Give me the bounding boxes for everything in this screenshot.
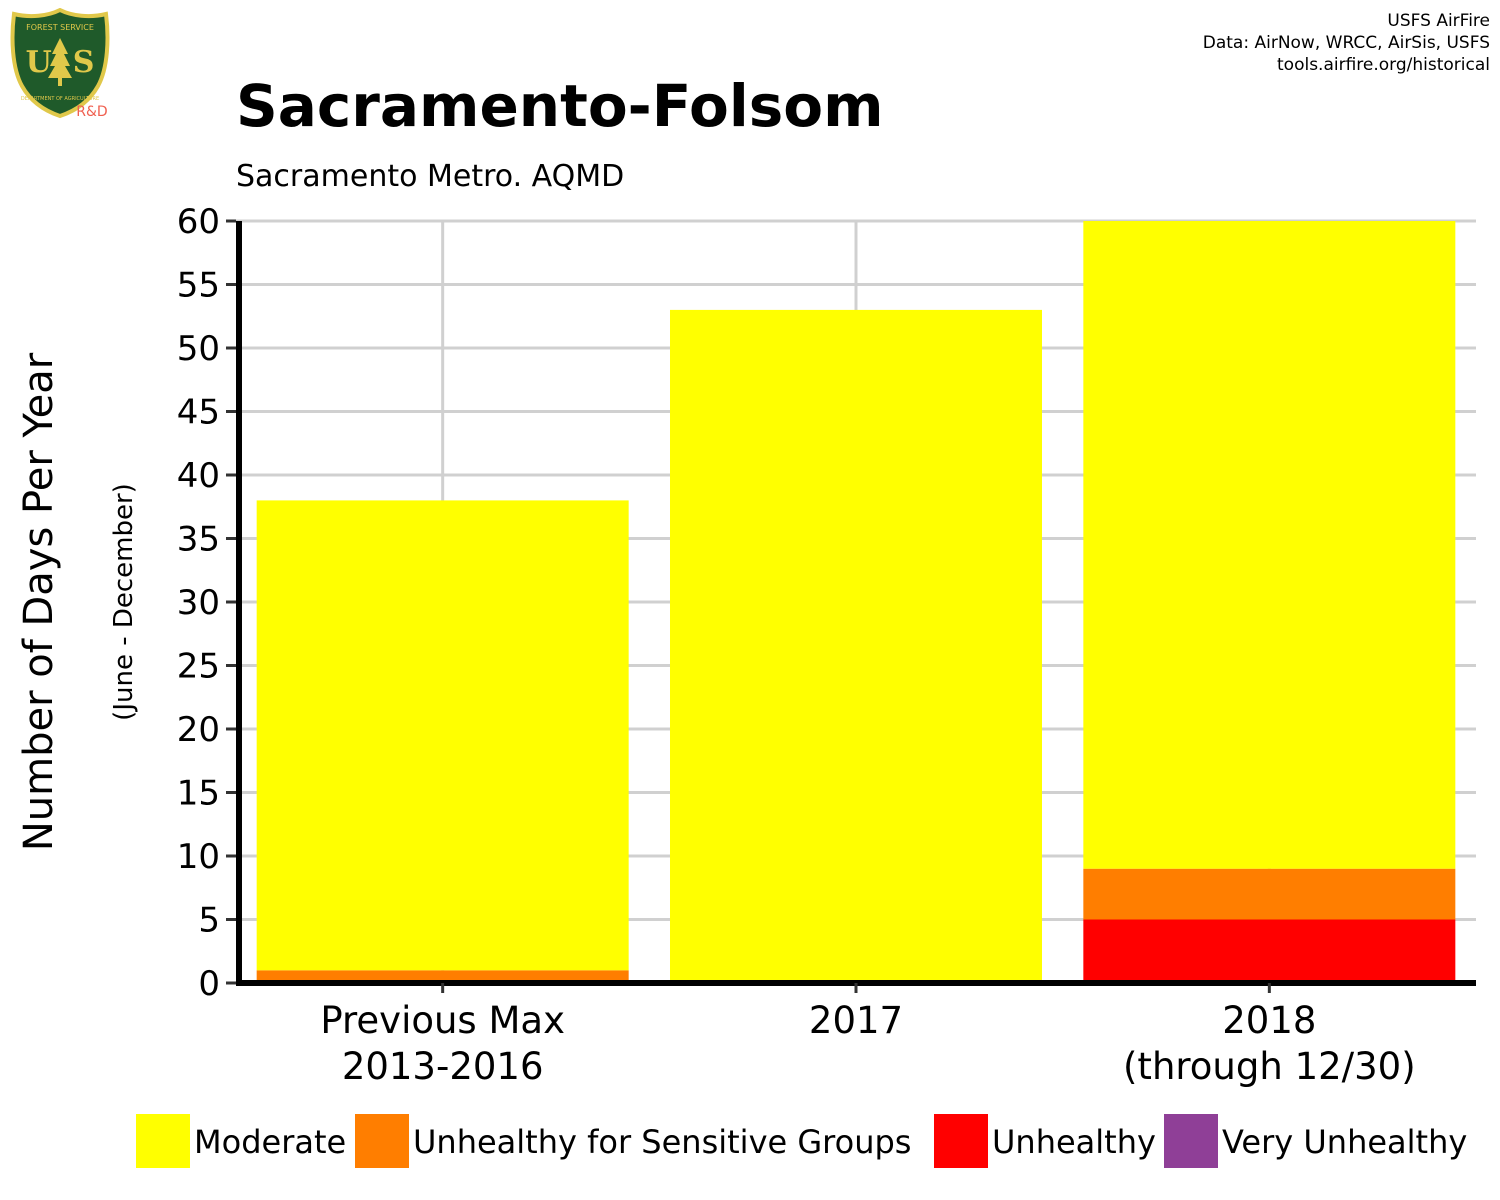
credit-source: USFS AirFire <box>1387 11 1490 31</box>
bars <box>256 221 1456 983</box>
y-tick-label: 0 <box>198 964 220 1004</box>
y-tick-label: 60 <box>177 202 220 242</box>
legend-label: Unhealthy <box>992 1123 1156 1161</box>
bar-segment <box>256 970 629 983</box>
y-tick-label: 5 <box>198 901 220 941</box>
y-tick-label: 55 <box>177 266 220 306</box>
x-category-label: 2013-2016 <box>342 1045 544 1088</box>
logo-rd: R&D <box>76 104 107 120</box>
bar-segment <box>1083 919 1456 983</box>
legend-swatch <box>1164 1114 1218 1168</box>
legend-label: Unhealthy for Sensitive Groups <box>413 1123 911 1161</box>
x-category-label: (through 12/30) <box>1123 1045 1416 1088</box>
logo-top-text: FOREST SERVICE <box>26 23 94 32</box>
logo-bottom-text: DEPARTMENT OF AGRICULTURE <box>21 96 99 102</box>
y-tick-label: 30 <box>177 583 220 623</box>
y-tick-label: 15 <box>177 774 220 814</box>
y-tick-label: 50 <box>177 329 220 369</box>
chart-subtitle: Sacramento Metro. AQMD <box>236 159 624 194</box>
bar-segment <box>1083 221 1456 869</box>
axes <box>226 219 1476 993</box>
tree-icon <box>48 38 72 86</box>
usfs-logo: U S FOREST SERVICE DEPARTMENT OF AGRICUL… <box>10 8 110 120</box>
y-axis-sublabel: (June - December) <box>109 483 139 721</box>
y-tick-label: 20 <box>177 710 220 750</box>
x-category-label: 2018 <box>1222 999 1316 1042</box>
x-category-label: Previous Max <box>320 999 565 1042</box>
legend-label: Moderate <box>194 1123 346 1161</box>
x-category-label: 2017 <box>809 999 903 1042</box>
bar-segment <box>670 309 1042 983</box>
legend-swatch <box>934 1114 988 1168</box>
legend-label: Very Unhealthy <box>1222 1123 1467 1161</box>
y-axis-label: Number of Days Per Year <box>16 352 62 851</box>
y-tick-label: 35 <box>177 520 220 560</box>
legend: Moderate Unhealthy for Sensitive Groups Un… <box>136 1114 1467 1168</box>
data-credits: USFS AirFire Data: AirNow, WRCC, AirSis,… <box>1203 10 1490 76</box>
bar-segment <box>256 500 629 971</box>
chart-title: Sacramento-Folsom <box>236 72 884 140</box>
credit-url: tools.airfire.org/historical <box>1277 55 1490 75</box>
y-tick-labels: 0 5 10 15 20 25 30 35 40 45 50 55 60 <box>177 202 220 1004</box>
y-tick-label: 10 <box>177 837 220 877</box>
y-tick-label: 25 <box>177 647 220 687</box>
credit-data: Data: AirNow, WRCC, AirSis, USFS <box>1202 33 1490 53</box>
bar-segment <box>1083 868 1456 920</box>
legend-swatch <box>355 1114 409 1168</box>
y-tick-label: 45 <box>177 393 220 433</box>
y-tick-label: 40 <box>177 456 220 496</box>
legend-swatch <box>136 1114 190 1168</box>
